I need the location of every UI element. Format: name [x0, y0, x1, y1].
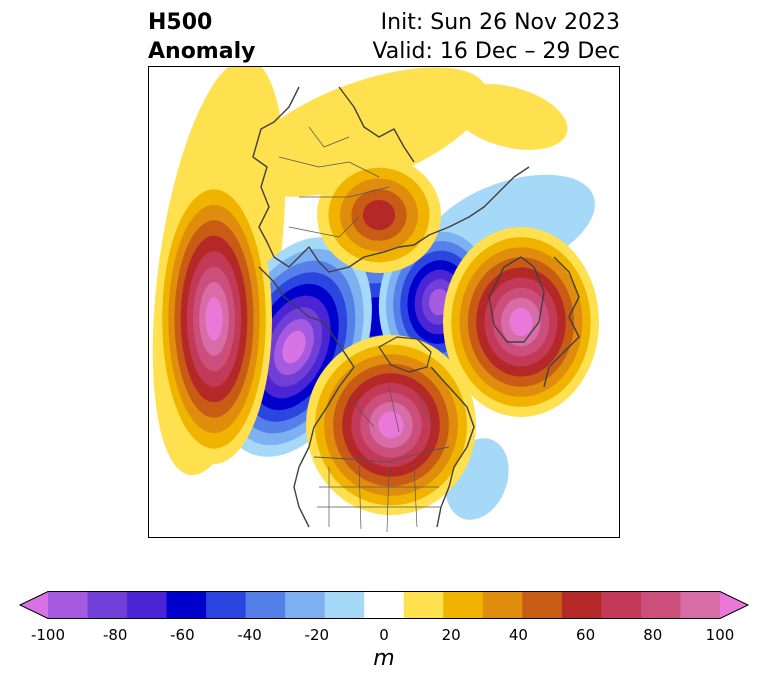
- colorbar-cell: [601, 591, 642, 619]
- colorbar-extend-min: [20, 591, 48, 619]
- colorbar-tick-label: -100: [30, 626, 66, 644]
- colorbar-tick-label: 60: [576, 626, 596, 644]
- colorbar-cell: [640, 591, 681, 619]
- colorbar-cell: [324, 591, 365, 619]
- coastline-hudson-bay: [378, 336, 432, 373]
- colorbar-cell: [166, 591, 207, 619]
- border-canada-us: [313, 446, 450, 463]
- map-title-line1: H500: [148, 10, 213, 35]
- colorbar: [18, 591, 750, 619]
- colorbar-cell: [48, 591, 88, 619]
- colorbar-tick-label: -20: [304, 626, 330, 644]
- positive-anomaly-siberia: [317, 157, 441, 273]
- border-us-states-1: [328, 464, 418, 533]
- coastline-europe-west: [543, 256, 580, 388]
- colorbar-cell: [245, 591, 286, 619]
- positive-anomaly-arc-northeast-contour: [450, 84, 568, 150]
- colorbar-tick-label: 0: [379, 626, 389, 644]
- positive-anomaly-north-america-contour: [378, 411, 404, 439]
- negative-anomaly-west-contour: [282, 330, 306, 364]
- colorbar-label: m: [373, 646, 395, 671]
- coastline-east-asia: [258, 266, 355, 368]
- map-subtitle: Init: Sun 26 Nov 2023 Valid: 16 Dec – 29…: [372, 8, 620, 66]
- colorbar-outline: [18, 591, 750, 619]
- anomaly-map-svg: [152, 67, 599, 533]
- coastline-greenland: [488, 256, 545, 343]
- init-date: Init: Sun 26 Nov 2023: [380, 10, 620, 35]
- colorbar-tick-label: 40: [508, 626, 528, 644]
- map-title-line2: Anomaly: [148, 39, 256, 64]
- positive-anomaly-arc-north-contour: [240, 67, 488, 197]
- colorbar-cell: [87, 591, 128, 619]
- coastline-scandinavia: [338, 86, 415, 163]
- colorbar-cell: [443, 591, 484, 619]
- anomaly-fill-layer: [152, 67, 599, 520]
- border-eurasia-1: [278, 156, 390, 198]
- valid-period: Valid: 16 Dec – 29 Dec: [372, 39, 620, 64]
- colorbar-cell: [403, 591, 444, 619]
- colorbar-cell: [364, 591, 405, 619]
- colorbar-tick-label: -40: [237, 626, 262, 644]
- colorbar-tick-label: 80: [643, 626, 663, 644]
- colorbar-tick-label: 20: [441, 626, 461, 644]
- anomaly-map: [148, 66, 620, 538]
- coastline-siberia-arctic: [363, 166, 530, 258]
- colorbar-cell: [482, 591, 523, 619]
- colorbar-cell: [680, 591, 721, 619]
- positive-anomaly-arc-north: [240, 67, 488, 197]
- border-us-states-2: [317, 486, 441, 508]
- colorbar-cell: [127, 591, 167, 619]
- positive-anomaly-pacific: [156, 174, 272, 464]
- positive-anomaly-north-america: [306, 335, 476, 515]
- colorbar-cell: [522, 591, 563, 619]
- coastline-layer: [252, 86, 580, 533]
- colorbar-tick-label: -60: [170, 626, 195, 644]
- border-eurasia-2: [288, 126, 360, 238]
- positive-anomaly-arc-northeast: [450, 84, 568, 150]
- border-canada-provinces: [348, 386, 435, 433]
- positive-anomaly-atlantic: [443, 227, 599, 417]
- colorbar-extend-max: [720, 591, 748, 619]
- colorbar-tick-label: -80: [102, 626, 128, 644]
- coastline-europe-asia: [252, 86, 365, 273]
- colorbar-cell: [561, 591, 602, 619]
- positive-anomaly-siberia-contour: [362, 200, 396, 230]
- map-title: H500 Anomaly: [148, 8, 255, 66]
- positive-anomaly-atlantic-contour: [509, 307, 533, 337]
- colorbar-tick-label: 100: [705, 626, 735, 644]
- positive-anomaly-pacific-contour: [205, 297, 223, 341]
- colorbar-cell: [285, 591, 326, 619]
- colorbar-cell: [206, 591, 247, 619]
- coastline-north-america-east: [430, 366, 475, 528]
- coastline-pacific-northwest: [293, 366, 355, 528]
